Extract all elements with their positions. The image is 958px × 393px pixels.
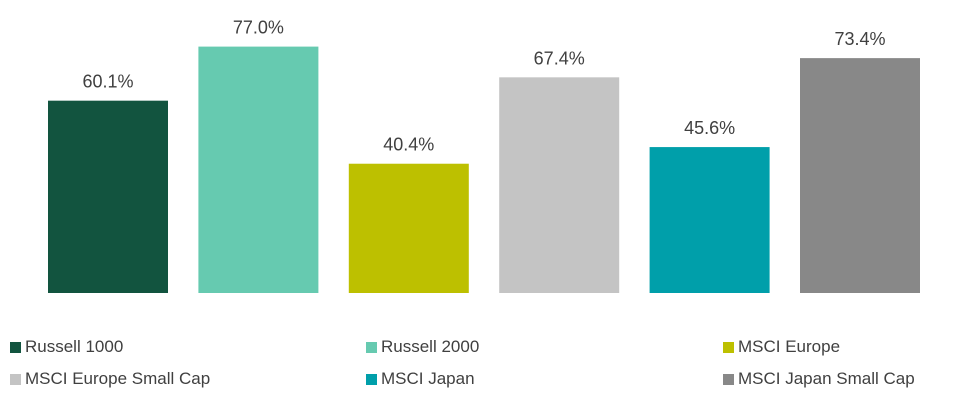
bar-msci-europe (348, 163, 469, 293)
bar-russell-1000 (48, 100, 168, 294)
data-label-msci-japan: 45.6% (684, 118, 735, 138)
data-label-russell-1000: 60.1% (82, 72, 133, 92)
data-label-msci-japan-small-cap: 73.4% (834, 29, 885, 49)
bar-msci-europe-small-cap (499, 77, 620, 293)
data-label-msci-europe: 40.4% (383, 135, 434, 155)
data-label-msci-europe-small-cap: 67.4% (534, 48, 585, 68)
bar-russell-2000 (198, 46, 319, 293)
bar-msci-japan (649, 147, 770, 293)
data-label-russell-2000: 77.0% (233, 18, 284, 38)
bar-msci-japan-small-cap (800, 58, 920, 294)
